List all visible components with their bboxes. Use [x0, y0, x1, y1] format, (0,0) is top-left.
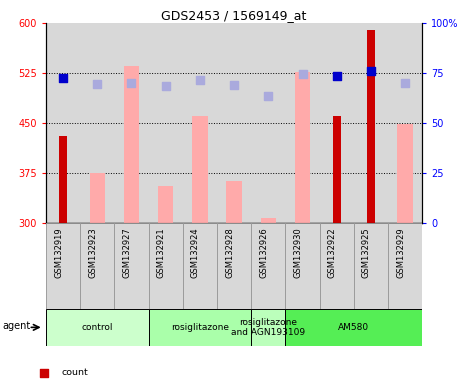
Text: GSM132925: GSM132925	[362, 227, 371, 278]
Bar	[217, 223, 251, 309]
Bar	[90, 173, 105, 223]
Bar	[46, 309, 149, 346]
Point	[94, 81, 101, 87]
Text: GSM132929: GSM132929	[396, 227, 405, 278]
Bar	[46, 223, 80, 309]
Bar	[354, 23, 388, 223]
Text: GSM132928: GSM132928	[225, 227, 234, 278]
Point	[59, 75, 67, 81]
Point	[128, 80, 135, 86]
Point	[196, 76, 203, 83]
Bar	[388, 223, 422, 309]
Bar	[319, 223, 354, 309]
Bar	[80, 223, 114, 309]
Bar	[388, 23, 422, 223]
Text: control: control	[82, 323, 113, 332]
Bar	[285, 23, 319, 223]
Text: rosiglitazone
and AGN193109: rosiglitazone and AGN193109	[231, 318, 305, 337]
Point	[230, 82, 238, 88]
Bar	[295, 72, 310, 223]
Text: GSM132919: GSM132919	[54, 227, 63, 278]
Bar	[192, 116, 207, 223]
Text: AM580: AM580	[338, 323, 369, 332]
Bar	[367, 30, 375, 223]
Text: GSM132921: GSM132921	[157, 227, 166, 278]
Bar	[261, 218, 276, 223]
Bar	[149, 223, 183, 309]
Text: GSM132930: GSM132930	[293, 227, 302, 278]
Bar	[149, 23, 183, 223]
Title: GDS2453 / 1569149_at: GDS2453 / 1569149_at	[162, 9, 307, 22]
Point	[162, 83, 169, 89]
Bar	[46, 23, 80, 223]
Point	[367, 68, 375, 74]
Bar	[332, 116, 341, 223]
Bar	[80, 23, 114, 223]
Text: rosiglitazone: rosiglitazone	[171, 323, 229, 332]
Bar	[183, 223, 217, 309]
Text: GSM132927: GSM132927	[123, 227, 131, 278]
Bar	[397, 124, 413, 223]
Text: agent: agent	[2, 321, 31, 331]
Point	[402, 80, 409, 86]
Text: GSM132924: GSM132924	[191, 227, 200, 278]
Bar	[59, 136, 67, 223]
Bar	[183, 23, 217, 223]
Bar	[124, 66, 139, 223]
Bar	[158, 186, 174, 223]
Bar	[114, 23, 149, 223]
Text: GSM132926: GSM132926	[259, 227, 269, 278]
Point	[41, 369, 48, 376]
Bar	[285, 223, 319, 309]
Bar	[285, 309, 422, 346]
Text: GSM132923: GSM132923	[88, 227, 97, 278]
Bar	[319, 23, 354, 223]
Point	[265, 93, 272, 99]
Bar	[251, 309, 285, 346]
Text: GSM132922: GSM132922	[328, 227, 337, 278]
Bar	[217, 23, 251, 223]
Point	[333, 73, 341, 79]
Bar	[226, 182, 242, 223]
Bar	[114, 223, 149, 309]
Bar	[354, 223, 388, 309]
Bar	[251, 23, 285, 223]
Bar	[149, 309, 251, 346]
Point	[299, 71, 306, 77]
Bar	[251, 223, 285, 309]
Text: count: count	[62, 368, 89, 377]
